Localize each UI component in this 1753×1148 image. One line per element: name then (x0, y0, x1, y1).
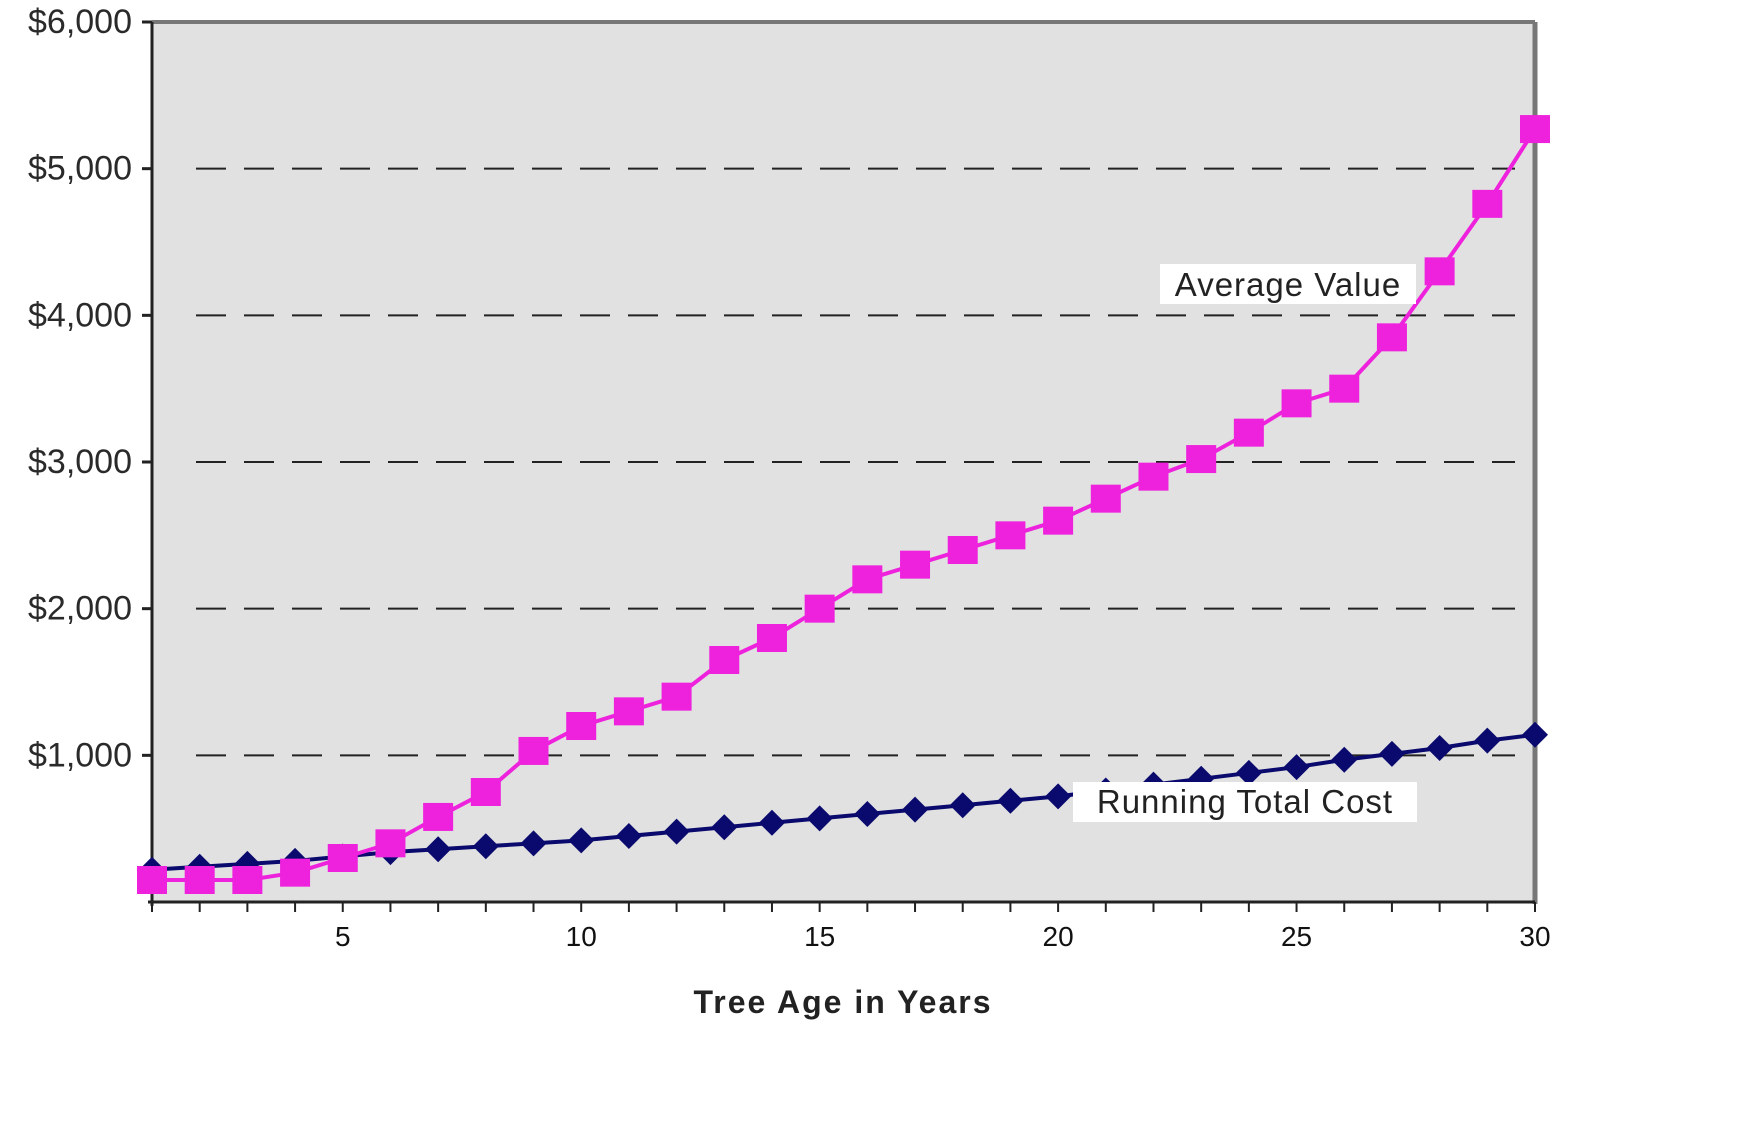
data-point (472, 833, 499, 860)
x-tick-label: 25 (1281, 921, 1312, 952)
data-point (900, 550, 931, 579)
y-tick-label: $2,000 (28, 590, 132, 628)
data-point (663, 818, 690, 845)
data-point (327, 844, 358, 872)
y-tick-label: $4,000 (28, 296, 132, 334)
data-point (947, 536, 978, 564)
series-label-text: Average Value (1175, 266, 1401, 303)
x-tick-label: 10 (566, 921, 597, 952)
data-point (280, 858, 311, 887)
series-label-box (1073, 782, 1417, 822)
data-point (615, 823, 642, 849)
data-point (852, 565, 883, 594)
axes: $1,000 $2,000 $3,000 $4,000 $5,000 $6,000 5 10 1… (28, 3, 1551, 952)
data-point (423, 802, 454, 831)
series-label: Average Value (1160, 264, 1416, 304)
data-point (995, 521, 1026, 550)
data-point (854, 801, 881, 827)
series-average-value (137, 115, 1550, 894)
data-point (1424, 257, 1455, 286)
data-point (137, 866, 167, 894)
data-point (518, 736, 549, 765)
data-point (375, 829, 406, 858)
x-tick-label: 20 (1043, 921, 1074, 952)
data-point (425, 836, 452, 863)
data-point (1235, 759, 1262, 786)
series-label: Running Total Cost (1073, 782, 1417, 822)
data-point (613, 697, 644, 726)
data-point (806, 805, 833, 832)
data-point (184, 866, 215, 894)
data-point (804, 594, 835, 623)
data-point (566, 712, 597, 740)
data-point (661, 682, 692, 711)
data-point (1138, 462, 1169, 491)
data-point (902, 796, 929, 823)
x-tick-label: 5 (335, 921, 351, 952)
data-point (758, 809, 785, 836)
series (137, 115, 1550, 894)
data-point (1331, 746, 1358, 773)
data-point (470, 778, 501, 806)
data-point (949, 792, 976, 819)
x-tick-label: 15 (804, 921, 835, 952)
y-tick-label: $6,000 (28, 3, 132, 41)
y-tick-label: $1,000 (28, 736, 132, 774)
data-point (1283, 754, 1310, 781)
x-axis-title: Tree Age in Years (693, 984, 992, 1020)
data-point (1186, 445, 1217, 474)
labels: Average Value Running Total Cost (1073, 264, 1417, 822)
data-point (568, 827, 595, 854)
data-point (1376, 323, 1407, 352)
data-point (1281, 389, 1312, 418)
data-point (709, 646, 740, 674)
data-point (520, 830, 547, 857)
data-point (1426, 735, 1453, 761)
series-label-box (1160, 264, 1416, 304)
x-tick-label: 30 (1519, 921, 1550, 952)
data-point (1043, 506, 1074, 535)
data-point (1520, 115, 1550, 144)
data-point (1522, 721, 1548, 748)
data-point (1378, 740, 1405, 767)
gridlines (196, 167, 1515, 757)
data-point (1474, 727, 1501, 754)
y-tick-label: $5,000 (28, 150, 132, 188)
data-point (1233, 418, 1264, 447)
y-tick-label: $3,000 (28, 443, 132, 481)
data-point (756, 624, 787, 652)
data-point (232, 866, 263, 894)
data-point (997, 787, 1024, 814)
data-point (1090, 484, 1121, 513)
data-point (711, 814, 738, 841)
series-label-text: Running Total Cost (1097, 783, 1393, 820)
data-point (1472, 189, 1503, 218)
data-point (1045, 783, 1072, 810)
data-point (1329, 374, 1360, 403)
